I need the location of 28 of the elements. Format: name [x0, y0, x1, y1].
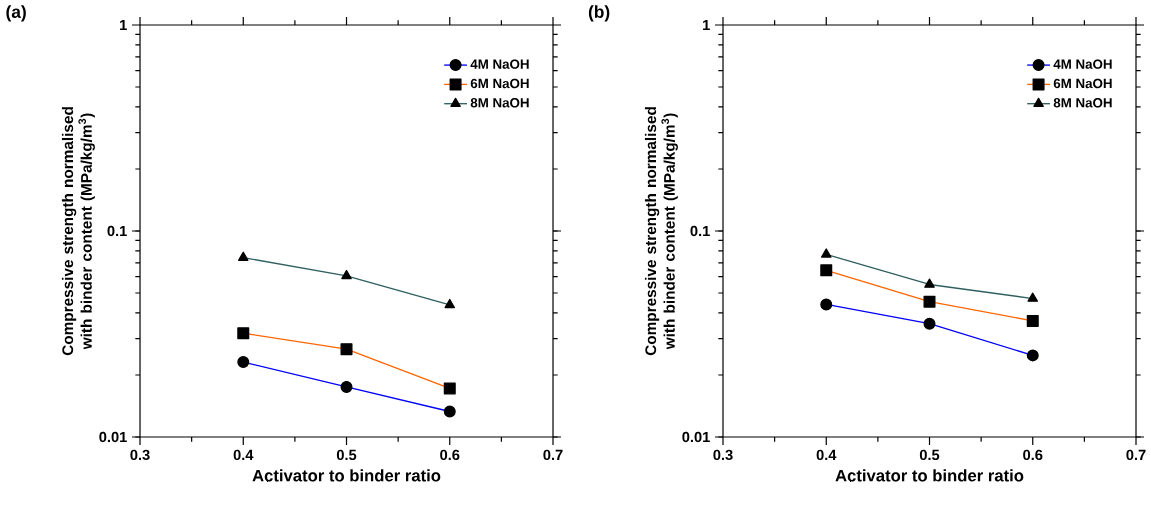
x-axis-title: Activator to binder ratio	[252, 469, 441, 482]
legend-label: 6M NaOH	[470, 78, 529, 89]
x-tick-label: 0.7	[543, 449, 563, 461]
chart-title: (a)	[6, 5, 26, 22]
legend-label: 6M NaOH	[1053, 78, 1112, 89]
y-tick-label: 1	[703, 19, 710, 31]
y-tick-label: 1	[120, 19, 127, 31]
x-tick-label: 0.6	[440, 449, 460, 461]
x-axis-title: Activator to binder ratio	[835, 469, 1024, 482]
y-axis-title: Compressive strength normalised with binder content (MPa/kg/m$^{3}$)	[644, 107, 678, 356]
legend-label: 4M NaOH	[1053, 59, 1112, 69]
y-tick-label: 0.01	[682, 431, 710, 443]
x-tick-label: 0.7	[1126, 449, 1146, 461]
y-tick-label: 0.1	[690, 225, 710, 237]
x-tick-label: 0.6	[1023, 449, 1043, 461]
legend-label: 4M NaOH	[470, 59, 529, 69]
x-tick-label: 0.3	[713, 449, 733, 461]
x-tick-label: 0.4	[816, 449, 837, 461]
x-tick-label: 0.5	[336, 449, 357, 461]
legend-label: 8M NaOH	[1053, 98, 1112, 108]
y-tick-label: 0.1	[107, 225, 127, 237]
x-tick-label: 0.3	[130, 449, 150, 461]
y-axis-title: Compressive strength normalised with binder content (MPa/kg/m$^{3}$)	[61, 107, 95, 356]
x-tick-label: 0.4	[233, 449, 254, 461]
legend-label: 8M NaOH	[470, 98, 529, 108]
x-tick-label: 0.5	[919, 449, 940, 461]
y-tick-label: 0.01	[99, 431, 127, 443]
chart-title: (b)	[588, 5, 610, 22]
